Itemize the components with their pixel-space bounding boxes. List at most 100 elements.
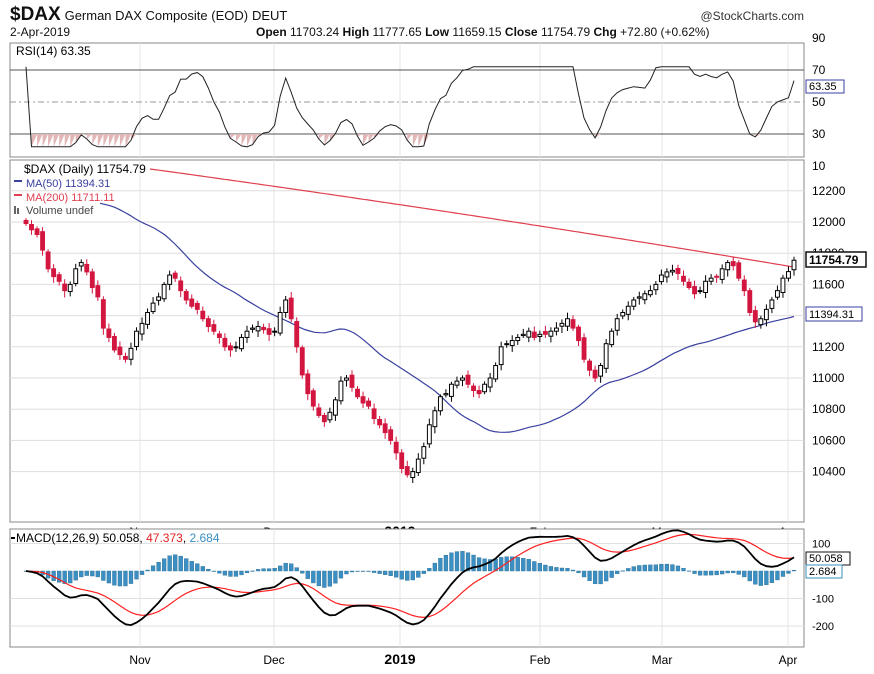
- x-tick-label: Apr: [779, 653, 798, 667]
- macd-hist-bar: [101, 570, 106, 581]
- macd-hist-bar: [753, 570, 758, 585]
- macd-hist-bar: [460, 551, 465, 572]
- candle-body: [277, 311, 283, 334]
- candle-body: [95, 285, 101, 298]
- candle-body: [686, 281, 692, 289]
- chart-title: $DAX German DAX Composite (EOD) DEUT: [10, 4, 287, 26]
- price-tick-label: 12200: [812, 184, 846, 198]
- candle-body: [338, 380, 344, 402]
- candle-body: [205, 318, 211, 328]
- macd-hist-bar: [222, 570, 228, 576]
- candle-body: [658, 274, 664, 283]
- candle-body: [653, 283, 659, 291]
- low-value: 11659.15: [452, 25, 502, 39]
- macd-hist-bar: [272, 568, 277, 572]
- macd-hist-bar: [443, 555, 449, 572]
- macd-hist-bar: [377, 570, 382, 574]
- macd-hist-bar: [173, 554, 178, 572]
- watermark: @StockCharts.com: [700, 9, 804, 23]
- candle-body: [509, 340, 515, 347]
- instrument-name: German DAX Composite (EOD): [64, 8, 249, 23]
- macd-hist-bar: [570, 569, 576, 572]
- candle-body: [288, 297, 294, 320]
- candle-body: [134, 330, 139, 347]
- candle-body: [106, 328, 112, 338]
- candle-body: [565, 318, 570, 327]
- candle-body: [664, 271, 670, 278]
- rsi-legend: RSI(14) 63.35: [16, 44, 91, 58]
- candle-body: [244, 330, 250, 338]
- candle-body: [725, 262, 731, 271]
- macd-hist-bar: [670, 564, 675, 572]
- candle-body: [145, 311, 150, 325]
- candle-body: [332, 399, 338, 416]
- rsi-line: [25, 66, 795, 148]
- macd-hist-bar: [316, 570, 321, 587]
- candle-body: [194, 302, 200, 310]
- open-label: Open: [256, 25, 287, 39]
- macd-hist-bar: [465, 552, 471, 572]
- candle-body: [515, 336, 521, 342]
- candle-body: [183, 291, 189, 301]
- macd-hist-bar: [559, 567, 565, 572]
- macd-hist-bar: [233, 570, 239, 577]
- candle-body: [178, 280, 184, 292]
- candle-body: [62, 283, 68, 292]
- macd-hist-bar: [294, 567, 299, 572]
- candle-body: [355, 388, 360, 398]
- macd-hist-bar: [244, 570, 250, 574]
- rsi-tick-label: 30: [812, 127, 826, 141]
- candle-body: [344, 377, 349, 381]
- macd-hist-bar: [217, 570, 222, 574]
- macd-hist-bar: [211, 570, 216, 572]
- macd-hist-bar: [526, 559, 531, 572]
- price-y-axis: 1220012000118001160011400112001100010800…: [812, 184, 846, 479]
- price-tick-label: 10800: [812, 402, 846, 416]
- candle-body: [636, 296, 642, 299]
- macd-hist-bar: [675, 565, 681, 572]
- macd-hist-bar: [421, 570, 426, 574]
- macd-hist-bar: [388, 570, 393, 576]
- candle-body: [692, 286, 697, 295]
- macd-value-label: 50.058: [809, 553, 843, 565]
- macd-hist-bar: [360, 570, 366, 572]
- volume-legend-swatch: [14, 206, 16, 214]
- macd-hist-bar: [454, 551, 460, 572]
- macd-legend-swatch: [11, 537, 15, 539]
- macd-hist-bar: [322, 570, 327, 588]
- price-tick-label: 10600: [812, 433, 846, 447]
- macd-hist-bar: [189, 561, 194, 572]
- macd-hist-bar: [543, 564, 548, 572]
- macd-hist-bar: [427, 568, 432, 572]
- macd-hist-bar: [283, 562, 288, 572]
- macd-hist-bar: [581, 570, 587, 578]
- macd-hist-bar: [626, 568, 631, 572]
- candle-body: [426, 424, 432, 445]
- candle-body: [404, 466, 410, 476]
- candle-body: [310, 390, 316, 407]
- candle-body: [769, 299, 775, 309]
- candle-body: [261, 326, 267, 331]
- macd-hist-bar: [747, 570, 752, 582]
- macd-hist-bar: [150, 565, 156, 572]
- candle-body: [493, 365, 499, 380]
- candle-body: [250, 327, 255, 330]
- candle-body: [460, 377, 465, 381]
- macd-hist-bar: [134, 570, 139, 580]
- ma50-value-label: 11394.31: [809, 309, 854, 321]
- macd-hist-bar: [432, 562, 437, 572]
- macd-tick-label: 100: [812, 539, 830, 551]
- macd-hist-bar: [333, 570, 338, 584]
- macd-hist-bar: [471, 554, 476, 572]
- rsi-gridlines: [10, 43, 804, 157]
- candle-body: [227, 345, 233, 351]
- macd-hist-bar: [349, 570, 355, 573]
- candle-body: [719, 268, 725, 280]
- ma50-line: [99, 202, 795, 433]
- macd-hist-bar: [631, 566, 636, 572]
- candle-body: [156, 296, 162, 301]
- candle-body: [294, 321, 300, 348]
- macd-hist-bar: [68, 570, 73, 584]
- candle-body: [675, 267, 681, 274]
- candle-body: [531, 331, 537, 338]
